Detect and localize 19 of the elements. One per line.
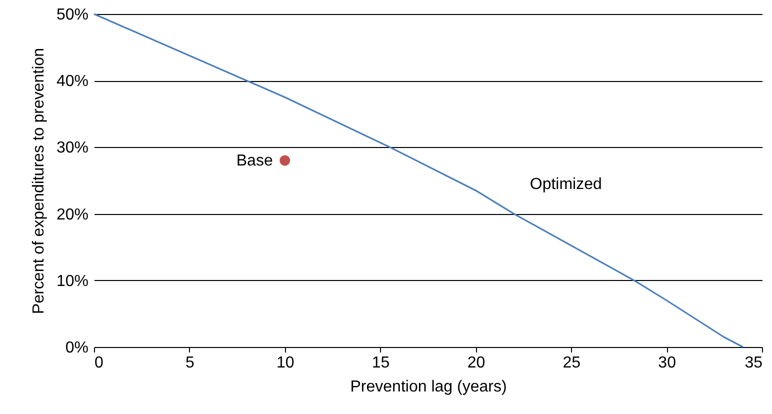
x-tick-label: 20: [467, 354, 486, 372]
series-label: Base: [236, 152, 273, 170]
y-tick-label: 40%: [56, 73, 88, 90]
x-tick-label: 25: [562, 354, 581, 372]
y-tick-label: 50%: [56, 6, 88, 24]
y-axis-title: Percent of expenditures to prevention: [30, 48, 48, 314]
x-tick-label: 10: [276, 354, 294, 372]
y-tick-label: 0%: [65, 340, 88, 356]
line-series: [93, 13, 744, 348]
y-tick-label: 20%: [56, 206, 88, 224]
series-label: Optimized: [530, 176, 602, 193]
x-tick-label: 35: [744, 354, 763, 372]
y-tick-label: 10%: [56, 272, 88, 290]
x-tick-label: 5: [185, 354, 194, 372]
x-tick-label: 30: [658, 354, 676, 372]
x-tick-label: 0: [94, 354, 104, 372]
x-axis-title: Prevention lag (years): [350, 378, 507, 396]
x-tick-label: 15: [372, 354, 390, 372]
y-tick-label: 30%: [56, 140, 88, 157]
